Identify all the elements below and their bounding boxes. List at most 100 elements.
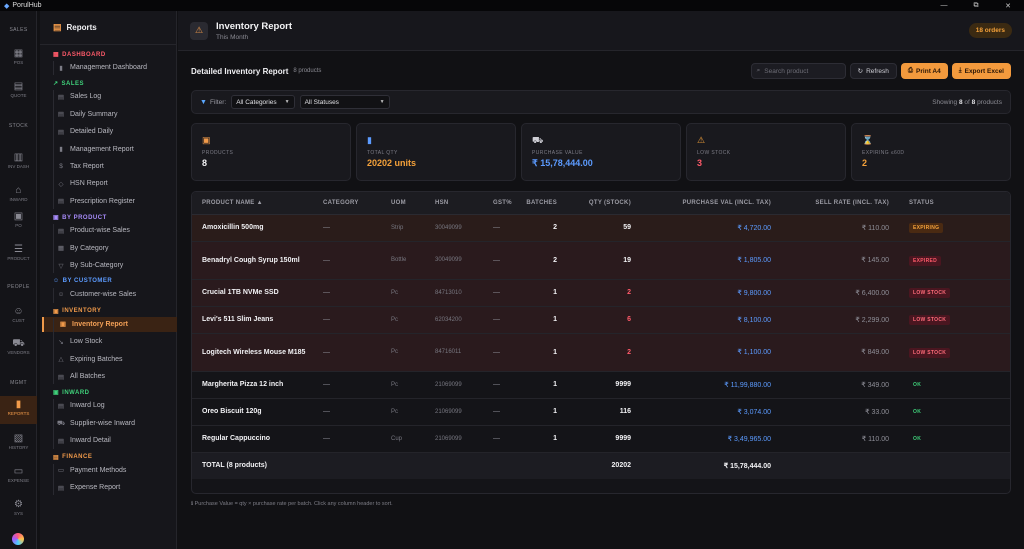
rail-item-cust[interactable]: ☺ CUST xyxy=(0,303,37,331)
nav-item-expiring-batches[interactable]: △ Expiring Batches xyxy=(57,352,177,367)
table-row[interactable]: Logitech Wireless Mouse M185— Pc 84716011—… xyxy=(192,333,1010,372)
nav-item-hsn-report[interactable]: ◇ HSN Report xyxy=(57,176,177,191)
table-row[interactable]: Benadryl Cough Syrup 150ml — Bottle 3004909… xyxy=(192,241,1010,280)
rail-section-label: PEOPLE xyxy=(7,284,30,290)
search-box[interactable]: ⌕ xyxy=(750,63,846,79)
nav-item-inward-log[interactable]: ▤ Inward Log xyxy=(57,398,177,413)
bar-chart-icon: ▮ xyxy=(15,399,22,410)
nav-item-tax-report[interactable]: $ Tax Report xyxy=(57,159,177,174)
purchase-value-cell: ₹ 3,49,965.00 xyxy=(641,425,781,453)
export-excel-button[interactable]: ⤓ Export Excel xyxy=(951,63,1011,79)
stat-card-total-qty: ▮ TOTAL QTY 20202 units xyxy=(356,123,516,181)
rail-item-history[interactable]: ▧ HISTORY xyxy=(0,430,37,458)
nav-group-sales: ↗ SALES xyxy=(53,80,84,88)
avatar[interactable] xyxy=(12,533,24,545)
uom-cell: Pc xyxy=(381,333,425,372)
category-cell: — xyxy=(313,306,381,334)
column-header[interactable]: QTY (STOCK) xyxy=(567,192,641,215)
nav-group-rail-line xyxy=(53,288,54,303)
status-badge: LOW STOCK xyxy=(909,288,951,298)
category-cell: — xyxy=(313,279,381,307)
rail-item-vendors[interactable]: ⛟ VENDORS xyxy=(0,335,37,363)
rail-item-quote[interactable]: ▤ QUOTE xyxy=(0,78,37,106)
stat-card-products: ▣ PRODUCTS 8 xyxy=(191,123,351,181)
batches-cell: 1 xyxy=(519,398,567,426)
nav-item-icon: ▣ xyxy=(59,321,67,329)
nav-item-label: Expiring Batches xyxy=(70,355,123,363)
nav-item-payment-methods[interactable]: ▭ Payment Methods xyxy=(57,463,177,478)
sell-rate-cell: ₹ 349.00 xyxy=(781,371,899,399)
nav-item-daily-summary[interactable]: ▤ Daily Summary xyxy=(57,107,177,122)
table-row[interactable]: Amoxicillin 500mg — Strip 30049099—2 59 ₹ 4,7… xyxy=(192,214,1010,242)
status-cell: EXPIRING xyxy=(899,214,1010,242)
minimize-button[interactable]: — xyxy=(940,1,948,9)
nav-item-by-category[interactable]: ▦ By Category xyxy=(57,241,177,256)
nav-item-label: Sales Log xyxy=(70,93,102,101)
nav-item-by-sub-category[interactable]: ▽ By Sub-Category xyxy=(57,258,177,273)
nav-item-detailed-daily[interactable]: ▤ Detailed Daily xyxy=(57,124,177,139)
table-row[interactable]: Levi's 511 Slim Jeans — Pc 62034200—1 6 ₹ 8,1… xyxy=(192,306,1010,334)
rail-item-sys[interactable]: ⚙ SYS xyxy=(0,496,37,524)
rail-item-inward[interactable]: ⌂ INWARD xyxy=(0,182,37,210)
sell-rate-cell: ₹ 849.00 xyxy=(781,333,899,372)
gst-cell: — xyxy=(483,306,519,334)
search-input[interactable] xyxy=(764,67,835,75)
column-header[interactable]: PRODUCT NAME ▲ xyxy=(192,192,313,215)
table-row[interactable]: Regular Cappuccino — Cup 21069099—1 9999 ₹ 3,… xyxy=(192,425,1010,453)
column-header[interactable]: STATUS xyxy=(899,192,1010,215)
rail-item-reports[interactable]: ▮ REPORTS xyxy=(0,396,37,424)
table-row[interactable]: Oreo Biscuit 120g — Pc 21069099—1 116 ₹ 3,074… xyxy=(192,398,1010,426)
column-header[interactable]: PURCHASE VAL (INCL. TAX) xyxy=(641,192,781,215)
nav-item-expense-report[interactable]: ▤ Expense Report xyxy=(57,480,177,495)
rail-item-expense[interactable]: ▭ EXPENSE xyxy=(0,463,37,491)
refresh-button[interactable]: ↻ Refresh xyxy=(849,63,897,79)
category-select[interactable]: All Categories ▼ xyxy=(231,95,295,109)
restore-button[interactable]: ⧉ xyxy=(973,1,979,9)
nav-item-inward-detail[interactable]: ▤ Inward Detail xyxy=(57,433,177,448)
rail-item-inv-dash[interactable]: ▥ INV DASH xyxy=(0,149,37,177)
grid-icon: ▦ xyxy=(13,48,24,59)
nav-item-all-batches[interactable]: ▤ All Batches xyxy=(57,369,177,384)
nav-item-label: Tax Report xyxy=(70,163,104,170)
nav-item-icon: ▤ xyxy=(57,93,65,101)
rail-item-pos[interactable]: ▦ POS xyxy=(0,45,37,73)
summary-cards: ▣ PRODUCTS 8 ▮ TOTAL QTY 20202 units ⛟ PURCHASE… xyxy=(191,123,1011,181)
nav-item-management-report[interactable]: ▮ Management Report xyxy=(57,142,177,157)
rail-item-label: EXPENSE xyxy=(7,478,30,483)
purchase-value-cell: ₹ 8,100.00 xyxy=(641,306,781,334)
showing-prefix: Showing xyxy=(932,98,958,106)
sell-rate-cell: ₹ 110.00 xyxy=(781,214,899,242)
print-button[interactable]: ⎙ Print A4 xyxy=(900,63,948,79)
rail-item-po[interactable]: ▣ PO xyxy=(0,208,37,236)
batches-cell: 1 xyxy=(519,279,567,307)
window-titlebar: ◆ PorulHub — ⧉ ✕ xyxy=(0,0,1024,11)
nav-item-inventory-report[interactable]: ▣ Inventory Report xyxy=(42,316,177,332)
table-row[interactable]: Crucial 1TB NVMe SSD — Pc 84713010—1 2 ₹ 9,80… xyxy=(192,279,1010,307)
column-header[interactable]: UOM xyxy=(381,192,425,215)
column-header[interactable]: BATCHES xyxy=(519,192,567,215)
rail-item-product[interactable]: ☰ PRODUCT xyxy=(0,241,37,269)
stat-label: PRODUCTS xyxy=(202,150,234,156)
product-count: 8 products xyxy=(293,68,322,74)
column-header[interactable]: SELL RATE (INCL. TAX) xyxy=(781,192,899,215)
nav-item-management-dashboard[interactable]: ▮ Management Dashboard xyxy=(57,60,177,75)
column-header[interactable]: CATEGORY xyxy=(313,192,381,215)
status-cell: OK xyxy=(899,398,1010,426)
main-content: ⚠ Inventory Report This Month 18 orders … xyxy=(178,11,1024,549)
nav-item-label: All Batches xyxy=(70,373,106,380)
nav-item-low-stock[interactable]: ↘ Low Stock xyxy=(57,334,177,349)
column-header[interactable]: HSN xyxy=(425,192,483,215)
showing-of: of xyxy=(964,98,970,106)
list-icon: ☰ xyxy=(14,244,23,255)
nav-item-customer-wise-sales[interactable]: ☺ Customer-wise Sales xyxy=(57,287,177,302)
nav-item-sales-log[interactable]: ▤ Sales Log xyxy=(57,89,177,104)
nav-item-product-wise-sales[interactable]: ▤ Product-wise Sales xyxy=(57,223,177,238)
table-row[interactable]: Margherita Pizza 12 inch — Pc 21069099—1 999… xyxy=(192,371,1010,399)
close-button[interactable]: ✕ xyxy=(1005,2,1011,10)
status-select[interactable]: All Statuses ▼ xyxy=(299,95,390,109)
document-icon: ▤ xyxy=(13,81,24,92)
nav-item-icon: ▤ xyxy=(57,373,65,381)
column-header[interactable]: GST% xyxy=(483,192,519,215)
nav-item-supplier-wise-inward[interactable]: ⛟ Supplier-wise Inward xyxy=(57,416,177,431)
nav-item-prescription-register[interactable]: ▤ Prescription Register xyxy=(57,194,177,209)
